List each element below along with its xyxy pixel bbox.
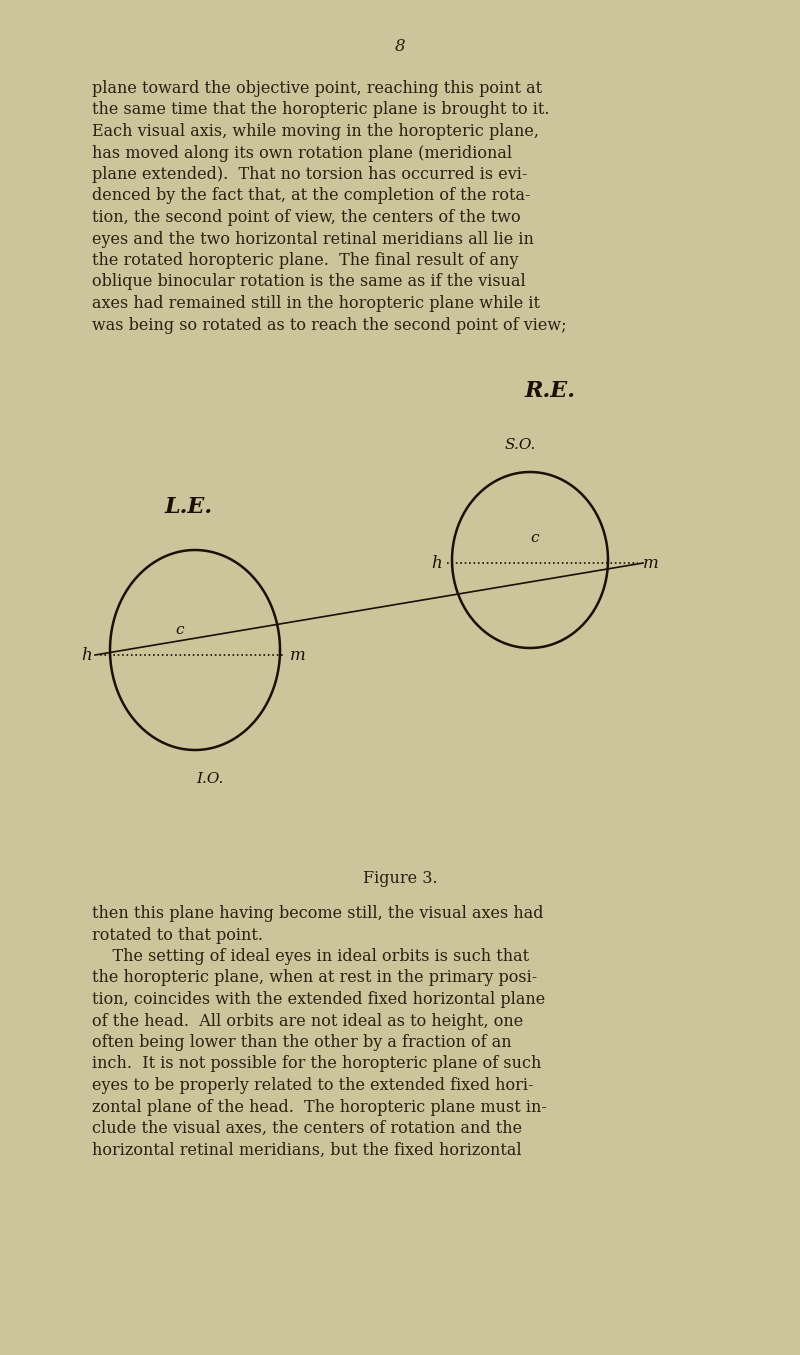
Text: was being so rotated as to reach the second point of view;: was being so rotated as to reach the sec… [92, 317, 566, 333]
Text: clude the visual axes, the centers of rotation and the: clude the visual axes, the centers of ro… [92, 1121, 522, 1137]
Text: eyes and the two horizontal retinal meridians all lie in: eyes and the two horizontal retinal meri… [92, 230, 534, 248]
Text: plane extended).  That no torsion has occurred is evi-: plane extended). That no torsion has occ… [92, 167, 527, 183]
Text: tion, coincides with the extended fixed horizontal plane: tion, coincides with the extended fixed … [92, 991, 546, 1008]
Text: Each visual axis, while moving in the horopteric plane,: Each visual axis, while moving in the ho… [92, 123, 539, 140]
Text: axes had remained still in the horopteric plane while it: axes had remained still in the horopteri… [92, 295, 540, 312]
Text: m: m [643, 554, 658, 572]
Text: then this plane having become still, the visual axes had: then this plane having become still, the… [92, 905, 543, 921]
Text: the horopteric plane, when at rest in the primary posi-: the horopteric plane, when at rest in th… [92, 969, 538, 986]
Text: S.O.: S.O. [504, 438, 536, 453]
Text: L.E.: L.E. [165, 496, 213, 518]
Text: oblique binocular rotation is the same as if the visual: oblique binocular rotation is the same a… [92, 274, 526, 290]
Text: the rotated horopteric plane.  The final result of any: the rotated horopteric plane. The final … [92, 252, 518, 270]
Text: the same time that the horopteric plane is brought to it.: the same time that the horopteric plane … [92, 102, 550, 118]
Text: m: m [290, 646, 306, 664]
Text: inch.  It is not possible for the horopteric plane of such: inch. It is not possible for the horopte… [92, 1056, 542, 1073]
Text: 8: 8 [394, 38, 406, 56]
Text: h: h [431, 554, 442, 572]
Text: tion, the second point of view, the centers of the two: tion, the second point of view, the cent… [92, 209, 521, 226]
Text: R.E.: R.E. [525, 379, 575, 402]
Text: zontal plane of the head.  The horopteric plane must in-: zontal plane of the head. The horopteric… [92, 1099, 547, 1115]
Text: h: h [82, 646, 92, 664]
Text: I.O.: I.O. [196, 772, 224, 786]
Text: c: c [530, 531, 539, 545]
Text: rotated to that point.: rotated to that point. [92, 927, 263, 943]
Text: of the head.  All orbits are not ideal as to height, one: of the head. All orbits are not ideal as… [92, 1012, 523, 1030]
Text: often being lower than the other by a fraction of an: often being lower than the other by a fr… [92, 1034, 512, 1051]
Text: c: c [176, 623, 184, 637]
Text: horizontal retinal meridians, but the fixed horizontal: horizontal retinal meridians, but the fi… [92, 1141, 522, 1159]
Text: denced by the fact that, at the completion of the rota-: denced by the fact that, at the completi… [92, 187, 530, 205]
Text: The setting of ideal eyes in ideal orbits is such that: The setting of ideal eyes in ideal orbit… [92, 948, 529, 965]
Text: plane toward the objective point, reaching this point at: plane toward the objective point, reachi… [92, 80, 542, 98]
Text: eyes to be properly related to the extended fixed hori-: eyes to be properly related to the exten… [92, 1077, 534, 1093]
Text: Figure 3.: Figure 3. [362, 870, 438, 888]
Text: has moved along its own rotation plane (meridional: has moved along its own rotation plane (… [92, 145, 512, 161]
